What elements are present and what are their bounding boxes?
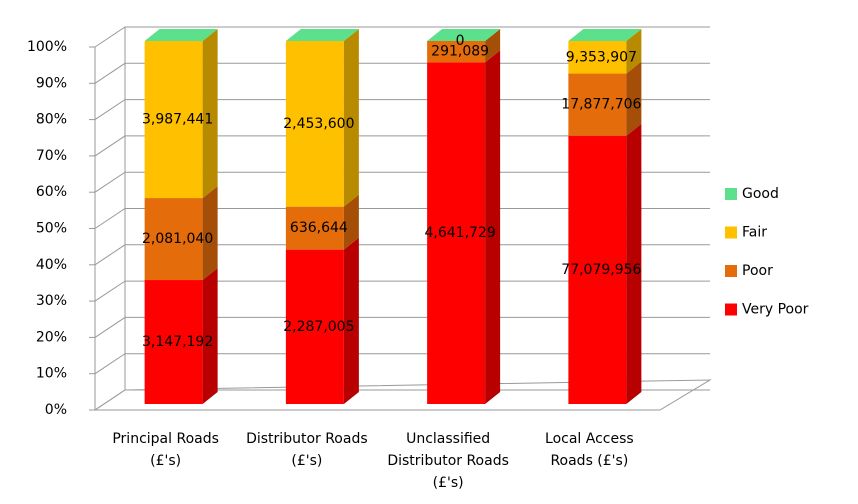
bar-top (568, 29, 642, 41)
y-tick-label: 20% (36, 329, 67, 345)
x-tick-label: Local Access Roads (£'s) (545, 431, 634, 469)
y-tick-label: 90% (36, 75, 67, 91)
y-tick-label: 70% (36, 148, 67, 164)
legend-label: Poor (742, 263, 773, 279)
y-tick-label: 50% (36, 221, 67, 237)
data-label: 2,287,005 (283, 319, 354, 335)
data-label: 291,089 (431, 44, 489, 60)
bar-segment (144, 198, 203, 281)
x-tick-label: Principal Roads (£'s) (112, 431, 219, 469)
grid-line (94, 280, 710, 302)
y-tick-label: 40% (36, 257, 67, 273)
y-tick-label: 80% (36, 112, 67, 128)
data-label: 0 (456, 33, 465, 49)
bar-top (285, 29, 359, 41)
bar-side (485, 50, 501, 405)
x-tick-label: Unclassified Distributor Roads (£'s) (387, 431, 509, 491)
y-tick-label: 0% (45, 402, 67, 418)
bar-side (626, 123, 642, 405)
bar-segment (285, 206, 344, 250)
bar-segment (568, 135, 627, 405)
y-tick-label: 30% (36, 293, 67, 309)
grid-line (94, 26, 710, 48)
legend-swatch (725, 303, 737, 316)
legend-label: Good (742, 186, 779, 202)
bar-segment (568, 73, 627, 136)
bar-segment (568, 41, 627, 74)
bar-segment (427, 41, 486, 63)
legend-swatch (725, 265, 737, 277)
bar-side (343, 194, 359, 250)
legend-swatch (725, 226, 737, 239)
grid-line (94, 135, 710, 157)
data-label: 4,641,729 (424, 225, 495, 241)
bar-side (202, 186, 218, 281)
data-label: 9,353,907 (566, 49, 637, 65)
grid-line (94, 353, 710, 375)
y-tick-label: 100% (27, 39, 67, 55)
data-label: 2,453,600 (283, 116, 354, 132)
bar-side (343, 29, 359, 207)
grid-line (94, 62, 710, 84)
bar-side (626, 61, 642, 136)
x-tick-label: Distributor Roads (£'s) (246, 431, 368, 469)
bar-segment (285, 41, 344, 207)
bar-side (626, 29, 642, 74)
grid-line (94, 171, 710, 193)
data-label: 3,987,441 (142, 112, 213, 128)
grid-line (94, 389, 710, 411)
bar-side (202, 29, 218, 199)
bar-segment (285, 249, 344, 404)
grid-line (94, 244, 710, 266)
data-label: 636,644 (290, 220, 348, 236)
bar-side (202, 268, 218, 404)
y-tick-label: 60% (36, 184, 67, 200)
grid-line (94, 99, 710, 121)
bar-side (485, 29, 501, 63)
bar-segment (144, 280, 203, 404)
y-tick-label: 10% (36, 366, 67, 382)
legend-label: Very Poor (742, 302, 809, 318)
data-label: 17,877,706 (561, 97, 641, 113)
bar-side (343, 237, 359, 404)
bar-segment (144, 41, 203, 199)
bar-segment (427, 62, 486, 405)
data-label: 2,081,040 (142, 231, 213, 247)
bar-top (144, 29, 218, 41)
grid-line (94, 316, 710, 338)
data-label: 3,147,192 (142, 334, 213, 350)
grid-line (94, 208, 710, 229)
legend-swatch (725, 188, 737, 200)
data-label: 77,079,956 (561, 262, 641, 278)
bar-top (427, 29, 501, 41)
legend-label: Fair (742, 225, 767, 241)
